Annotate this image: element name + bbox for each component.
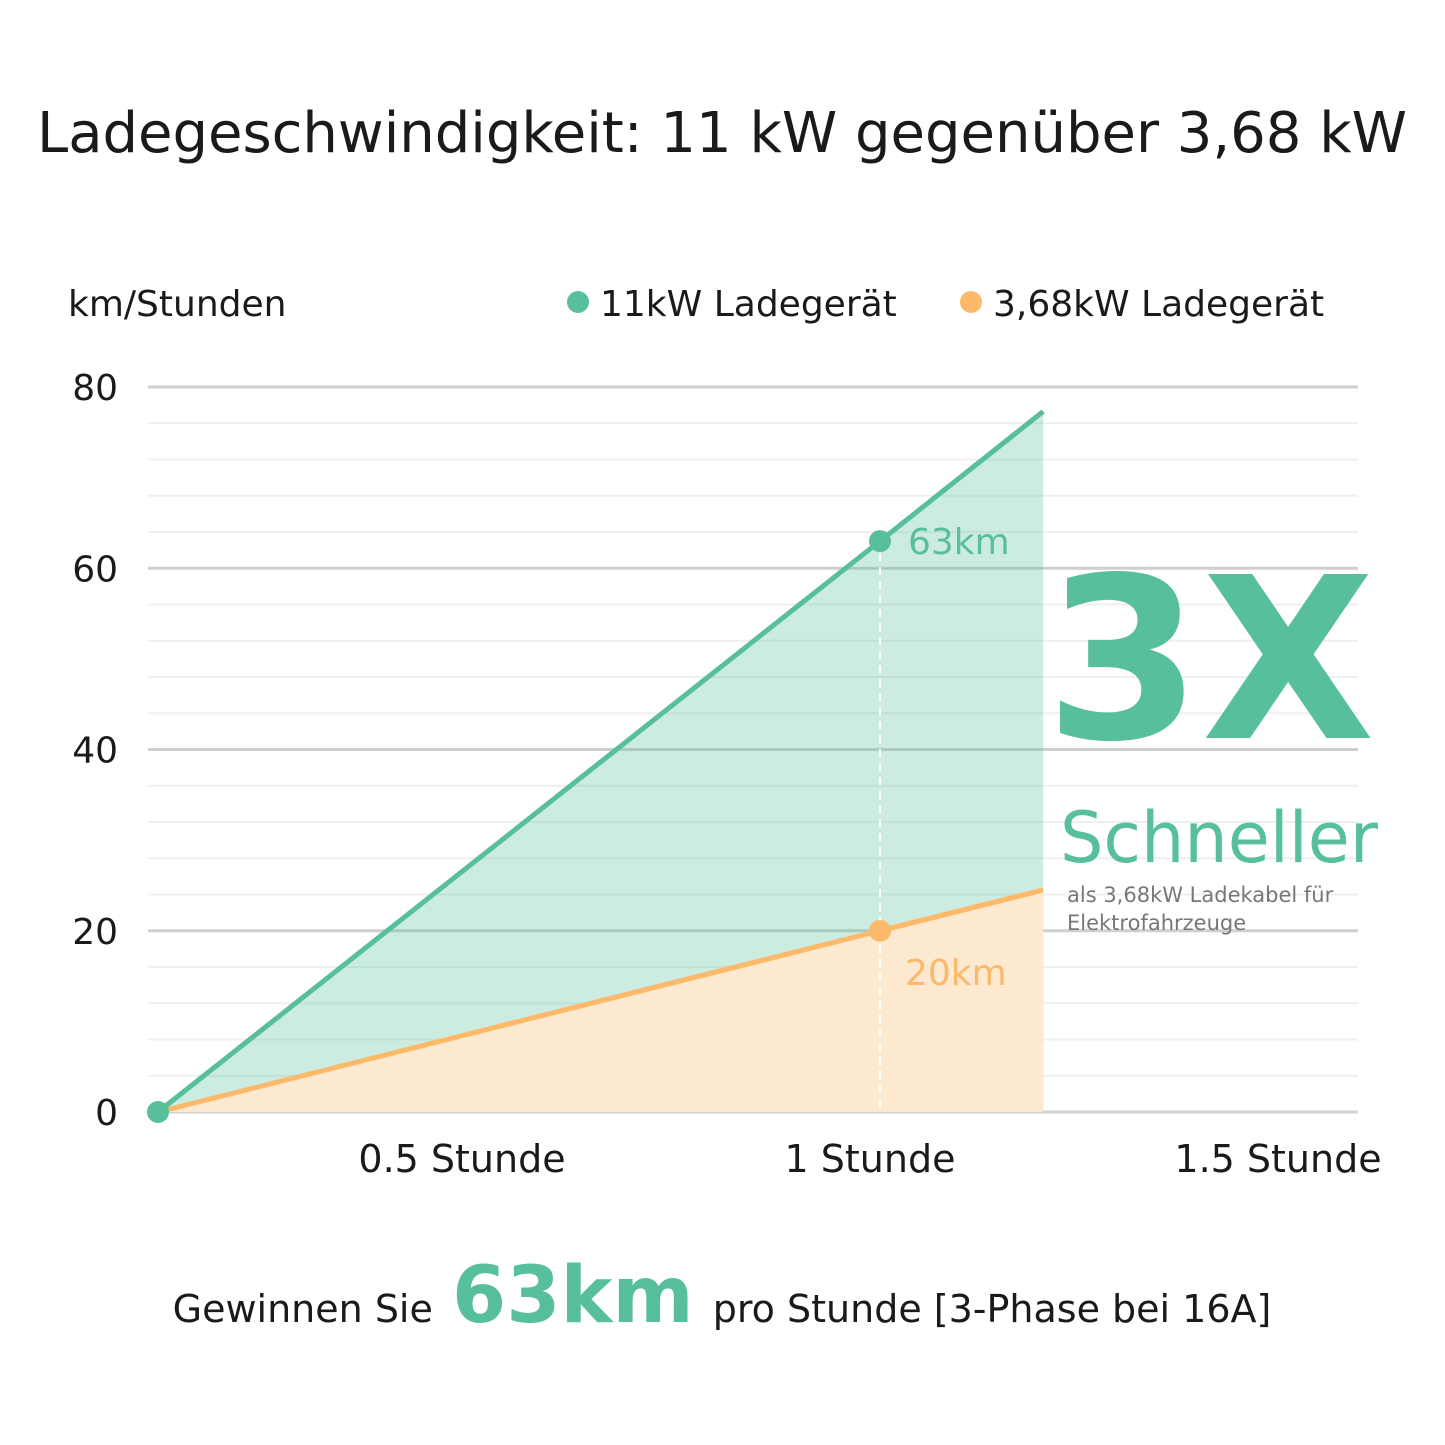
annotation-3x: 3X — [1045, 530, 1375, 792]
data-point — [147, 1101, 169, 1123]
x-tick-label: 1 Stunde — [785, 1137, 956, 1181]
y-tick-label: 0 — [95, 1093, 118, 1134]
y-tick-label: 20 — [72, 912, 118, 953]
annotation-note-line1: als 3,68kW Ladekabel für — [1067, 883, 1334, 907]
y-tick-label: 60 — [72, 549, 118, 590]
footer-suffix: pro Stunde [3-Phase bei 16A] — [713, 1287, 1272, 1331]
y-tick-label: 40 — [72, 731, 118, 772]
y-axis-label: km/Stunden — [68, 284, 286, 325]
x-tick-labels: 0.5 Stunde 1 Stunde 1.5 Stunde — [358, 1137, 1381, 1181]
footer-highlight: 63km — [452, 1251, 694, 1341]
data-point — [869, 919, 891, 942]
area-0 — [158, 411, 1044, 1112]
y-tick-label: 80 — [72, 368, 118, 409]
x-tick-label: 1.5 Stunde — [1174, 1137, 1381, 1181]
point-label-63km: 63km — [908, 522, 1010, 563]
point-label-20km: 20km — [905, 953, 1007, 994]
x-tick-label: 0.5 Stunde — [358, 1137, 565, 1181]
y-tick-labels: 0 20 40 60 80 — [72, 368, 118, 1134]
footer-text: Gewinnen Sie 63km pro Stunde [3-Phase be… — [173, 1251, 1272, 1341]
legend-marker-11kw — [567, 291, 589, 313]
chart-title: Ladegeschwindigkeit: 11 kW gegenüber 3,6… — [37, 101, 1407, 166]
data-point — [869, 530, 891, 553]
annotation-schneller: Schneller — [1060, 797, 1378, 879]
legend-label-368kw: 3,68kW Ladegerät — [993, 284, 1324, 325]
legend-marker-368kw — [960, 291, 982, 313]
legend-label-11kw: 11kW Ladegerät — [600, 284, 897, 325]
footer-prefix: Gewinnen Sie — [173, 1287, 433, 1331]
annotation-note-line2: Elektrofahrzeuge — [1067, 911, 1246, 935]
series-points — [147, 530, 891, 1123]
